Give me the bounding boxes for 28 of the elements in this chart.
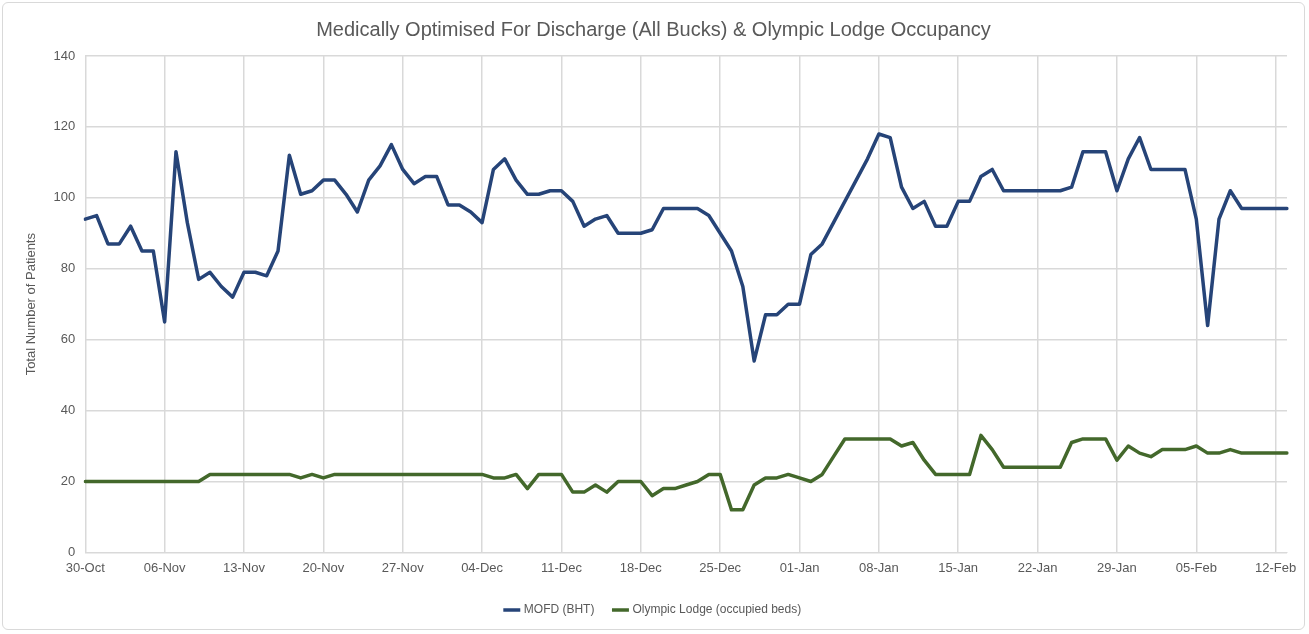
- x-tick-label: 04-Dec: [461, 559, 504, 575]
- y-tick-label: 60: [60, 331, 76, 347]
- y-tick-label: 80: [60, 260, 76, 276]
- y-tick-label: 20: [60, 473, 76, 489]
- x-tick-label: 08-Jan: [859, 559, 899, 575]
- x-tick-label: 06-Nov: [143, 559, 187, 575]
- x-tick-label: 29-Jan: [1097, 559, 1137, 575]
- x-tick-label: 01-Jan: [779, 559, 820, 575]
- y-tick-label: 120: [53, 118, 76, 134]
- x-tick-label: 25-Dec: [699, 559, 742, 575]
- x-tick-label: 20-Nov: [302, 559, 345, 575]
- y-tick-label: 100: [53, 189, 76, 205]
- x-tick-label: 27-Nov: [381, 559, 425, 575]
- x-tick-label: 30-Oct: [65, 559, 106, 575]
- y-tick-label: 0: [68, 543, 76, 559]
- y-tick-label: 40: [60, 402, 76, 418]
- legend-label: Olympic Lodge (occupied beds): [632, 602, 802, 617]
- y-axis-title: Total Number of Patients: [23, 232, 39, 376]
- x-tick-label: 18-Dec: [619, 559, 663, 575]
- legend-label: MOFD (BHT): [523, 602, 595, 617]
- x-tick-label: 22-Jan: [1017, 559, 1058, 575]
- x-tick-label: 12-Feb: [1255, 559, 1297, 575]
- x-tick-label: 15-Jan: [938, 559, 979, 575]
- x-tick-label: 05-Feb: [1175, 559, 1217, 575]
- x-tick-label: 11-Dec: [540, 559, 583, 575]
- x-tick-label: 13-Nov: [223, 559, 266, 575]
- chart-title: Medically Optimised For Discharge (All Bucks) & Olympic Lodge Occupancy: [316, 17, 991, 40]
- y-tick-label: 140: [53, 47, 76, 63]
